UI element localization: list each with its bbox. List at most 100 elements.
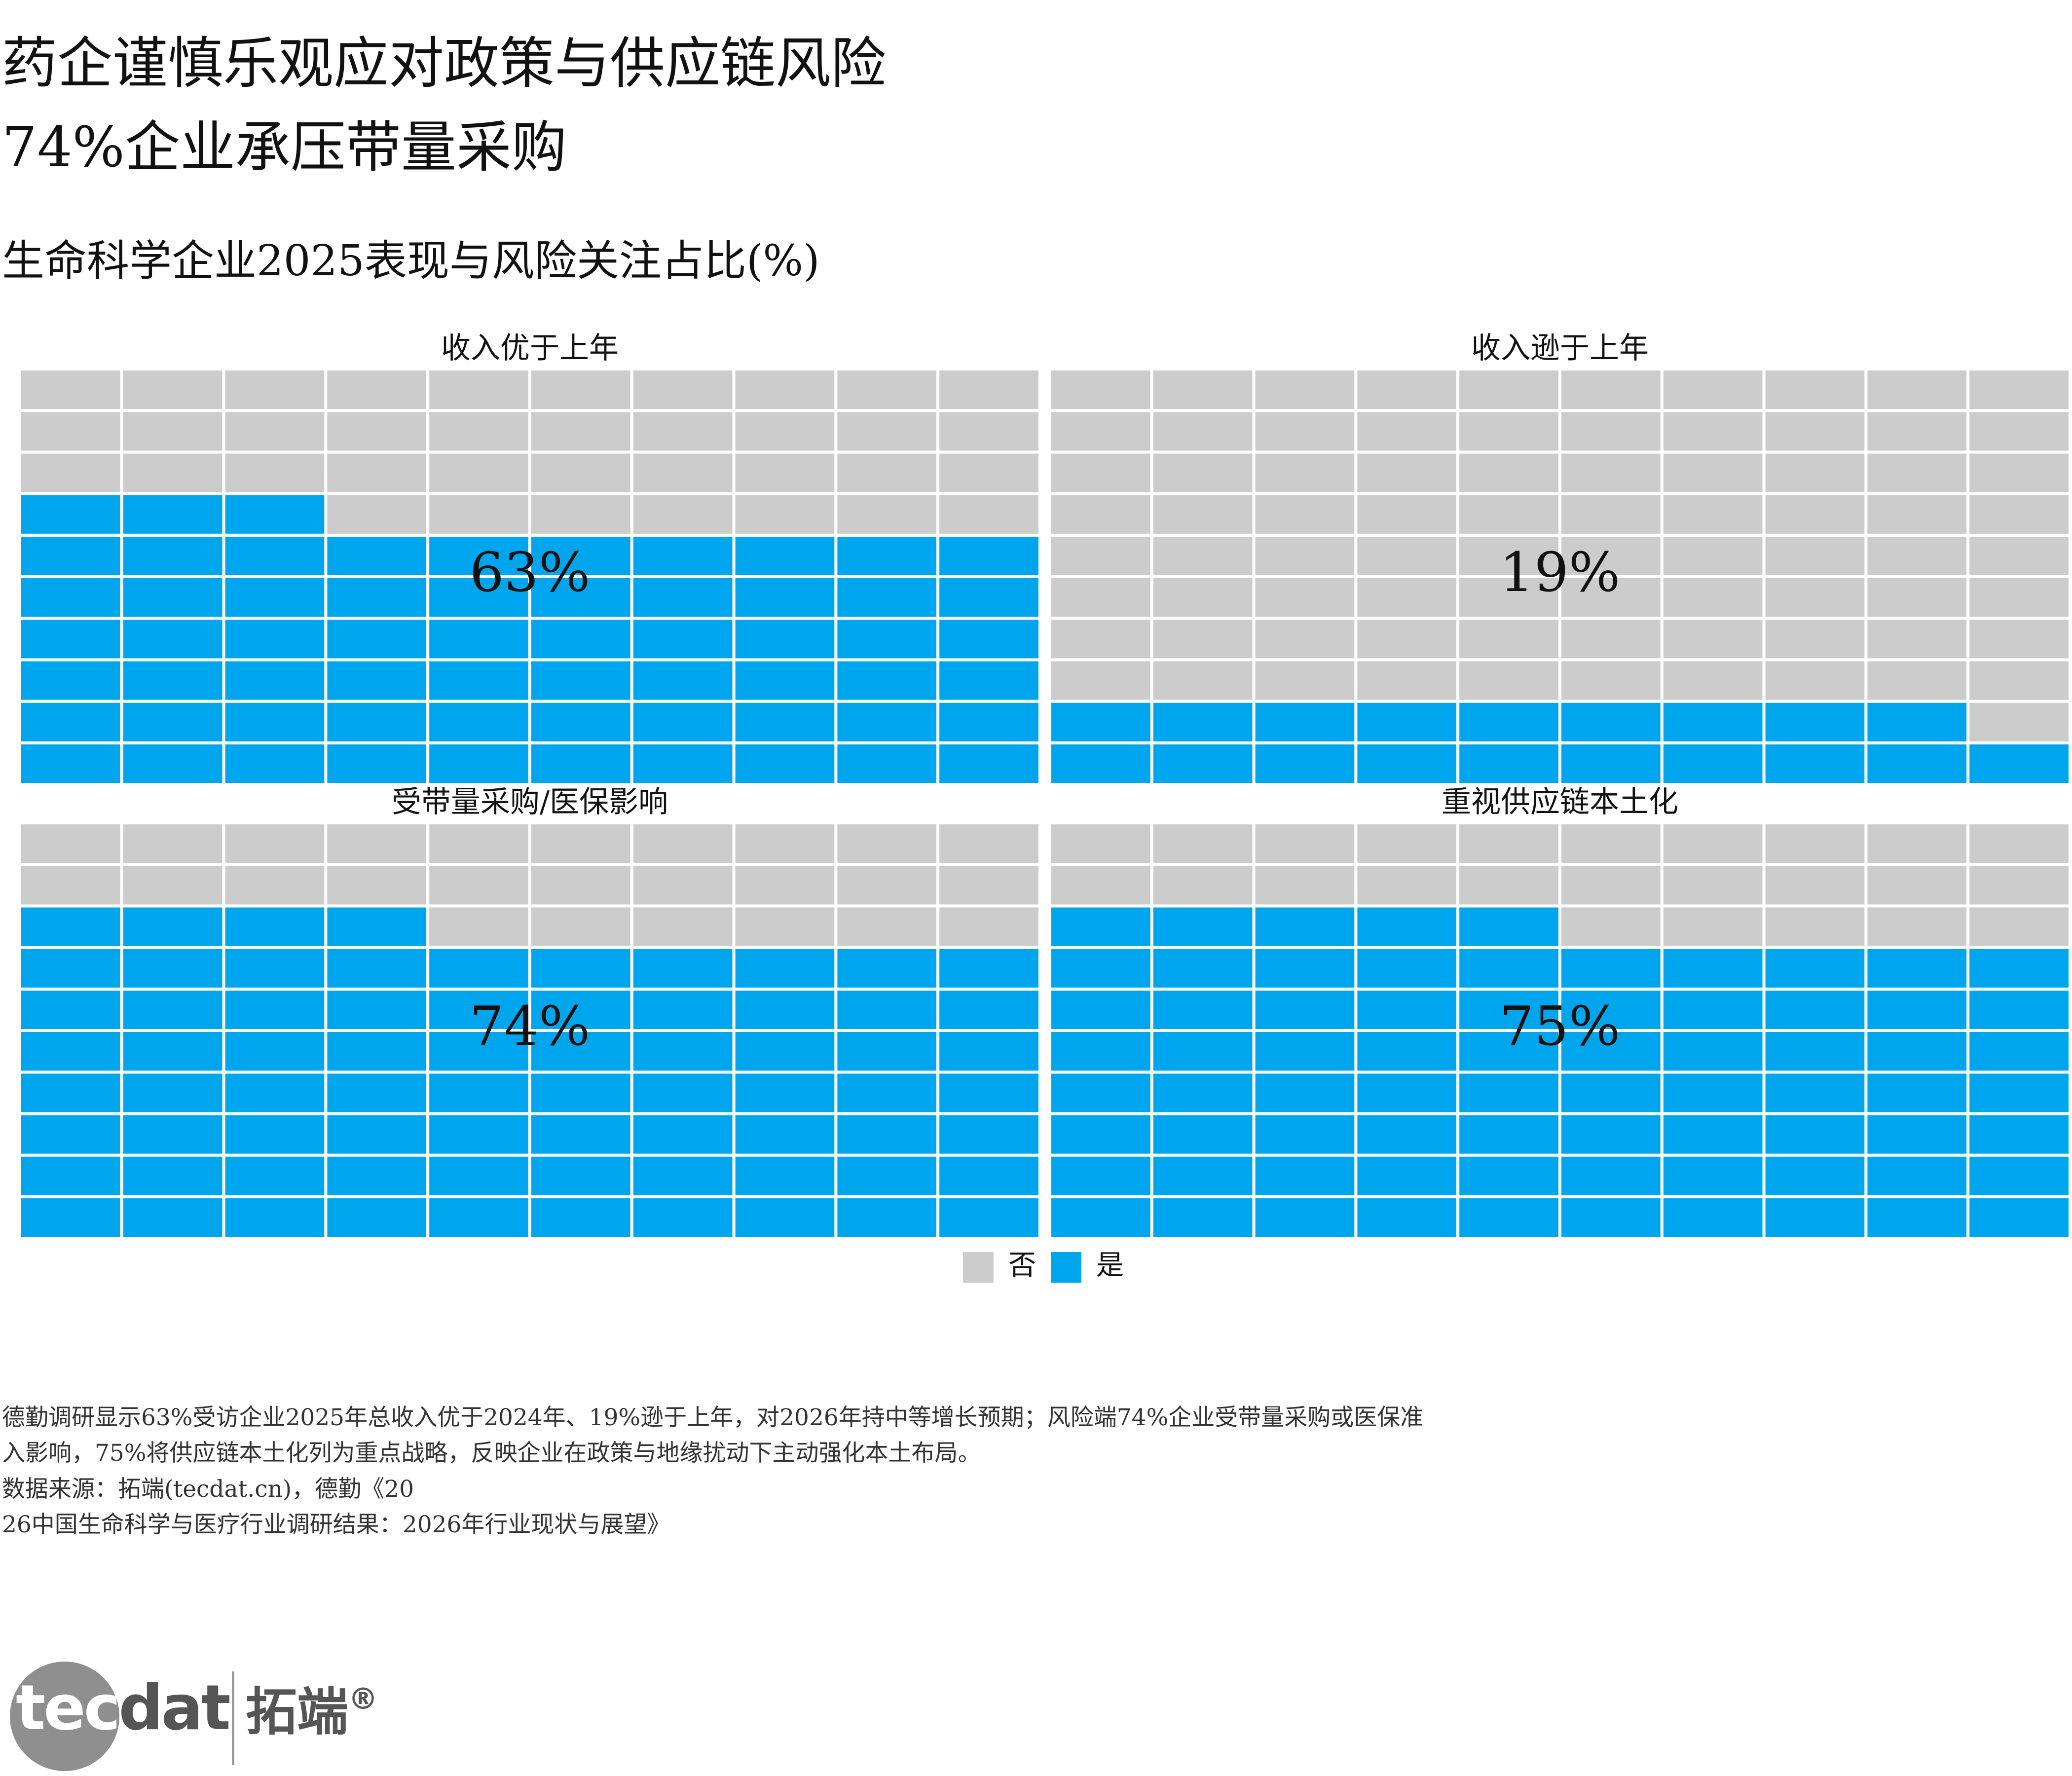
registered-mark: ® <box>348 1682 378 1716</box>
waffle-cell-no <box>18 863 123 908</box>
waffle-cell-no <box>1762 904 1868 949</box>
waffle-cell-yes <box>1048 700 1153 744</box>
waffle-cell-yes <box>834 658 940 703</box>
waffle-cell-yes <box>732 658 838 703</box>
waffle-cell-yes <box>1660 1071 1766 1115</box>
waffle-cell-no <box>426 904 532 949</box>
waffle-cell-yes <box>18 1029 123 1074</box>
waffle-cell-no <box>120 450 225 495</box>
waffle-cell-yes <box>732 1029 838 1074</box>
waffle-cell-no <box>732 368 838 412</box>
waffle-cell-yes <box>1762 741 1868 786</box>
waffle-cell-no <box>222 821 328 866</box>
waffle-cell-no <box>528 492 633 537</box>
waffle-cell-yes <box>630 1071 736 1115</box>
waffle-cell-yes <box>1048 1112 1153 1157</box>
waffle-cell-yes <box>630 987 736 1033</box>
waffle-panel: 收入逊于上年 19% <box>1048 331 2072 786</box>
waffle-cell-no <box>1354 863 1460 908</box>
waffle-cell-yes <box>1966 1029 2072 1074</box>
waffle-cell-no <box>222 409 328 454</box>
waffle-cell-no <box>834 368 940 412</box>
waffle-cell-no <box>1966 368 2072 412</box>
waffle-cell-yes <box>18 1195 123 1240</box>
waffle-cell-yes <box>732 987 838 1033</box>
waffle-cell-no <box>1558 492 1664 537</box>
waffle-cell-no <box>732 904 838 949</box>
waffle-cell-yes <box>324 987 430 1033</box>
waffle-cell-yes <box>18 1112 123 1157</box>
waffle-cell-no <box>1456 409 1561 454</box>
waffle-cell-yes <box>834 1071 940 1115</box>
waffle-cell-no <box>1864 450 1970 495</box>
waffle-cell-no <box>1762 533 1868 579</box>
waffle-cell-yes <box>1354 904 1460 949</box>
waffle-cell-yes <box>834 1029 940 1074</box>
waffle-cell-no <box>1864 368 1970 412</box>
waffle-cell-yes <box>630 658 736 703</box>
waffle-cell-no <box>426 450 532 495</box>
waffle-cell-no <box>1966 575 2072 620</box>
waffle-cell-yes <box>834 1112 940 1157</box>
panel-title: 收入逊于上年 <box>1471 331 1649 366</box>
waffle-cell-no <box>1660 533 1766 579</box>
waffle-cell-yes <box>528 1195 633 1240</box>
logo-circle <box>10 1662 119 1771</box>
waffle-cell-yes <box>222 617 328 662</box>
waffle-cell-yes <box>936 658 1041 703</box>
logo-text-dat: dat <box>118 1671 230 1744</box>
waffle-cell-no <box>732 409 838 454</box>
logo-divider <box>232 1671 234 1765</box>
waffle-cell-yes <box>18 658 123 703</box>
waffle-cell-yes <box>324 658 430 703</box>
waffle-cell-yes <box>1048 987 1153 1033</box>
waffle-cell-no <box>1048 863 1153 908</box>
waffle-cell-yes <box>1456 1071 1561 1115</box>
waffle-cell-yes <box>936 1195 1041 1240</box>
waffle-cell-yes <box>222 492 328 537</box>
waffle-cell-yes <box>630 700 736 744</box>
chart-title-line-2: 74%企业承压带量采购 <box>2 115 567 180</box>
waffle-cell-yes <box>1048 904 1153 949</box>
waffle-cell-yes <box>120 1029 225 1074</box>
waffle-cell-yes <box>630 1153 736 1198</box>
waffle-cell-no <box>630 409 736 454</box>
waffle-cell-yes <box>18 1153 123 1198</box>
waffle-cell-no <box>1354 409 1460 454</box>
waffle-cell-yes <box>630 1195 736 1240</box>
waffle-cell-yes <box>1150 1071 1256 1115</box>
waffle-cell-yes <box>528 1029 633 1074</box>
waffle-cell-no <box>324 368 430 412</box>
waffle-cell-no <box>1660 492 1766 537</box>
waffle-cell-no <box>1252 821 1358 866</box>
waffle-cell-yes <box>426 1112 532 1157</box>
waffle-cell-yes <box>1762 1195 1868 1240</box>
waffle-cell-no <box>834 904 940 949</box>
waffle-cell-no <box>1762 575 1868 620</box>
waffle-cell-yes <box>1354 1112 1460 1157</box>
waffle-cell-yes <box>120 1112 225 1157</box>
waffle-cell-yes <box>732 617 838 662</box>
waffle-cell-no <box>324 450 430 495</box>
waffle-cell-yes <box>1660 700 1766 744</box>
waffle-cell-yes <box>1966 946 2072 991</box>
waffle-cell-yes <box>1150 1153 1256 1198</box>
waffle-cell-yes <box>1456 904 1561 949</box>
waffle-cell-no <box>1966 700 2072 744</box>
waffle-cell-yes <box>222 658 328 703</box>
waffle-cell-yes <box>528 617 633 662</box>
chart-subtitle: 生命科学企业2025表现与风险关注占比(%) <box>2 236 820 286</box>
waffle-cell-yes <box>1252 1195 1358 1240</box>
waffle-cell-no <box>1048 617 1153 662</box>
waffle-cell-yes <box>1558 1153 1664 1198</box>
waffle-cell-yes <box>18 533 123 579</box>
waffle-cell-yes <box>1660 987 1766 1033</box>
waffle-cell-yes <box>936 700 1041 744</box>
waffle-cell-no <box>528 409 633 454</box>
tecdat-logo: tecdat 拓端® <box>7 1662 382 1776</box>
waffle-cell-yes <box>120 700 225 744</box>
waffle-cell-yes <box>1456 741 1561 786</box>
footnote-line-2: 入影响，75%将供应链本土化列为重点战略，反映企业在政策与地缘扰动下主动强化本土… <box>2 1440 981 1467</box>
waffle-cell-yes <box>222 987 328 1033</box>
waffle-cell-no <box>1252 863 1358 908</box>
